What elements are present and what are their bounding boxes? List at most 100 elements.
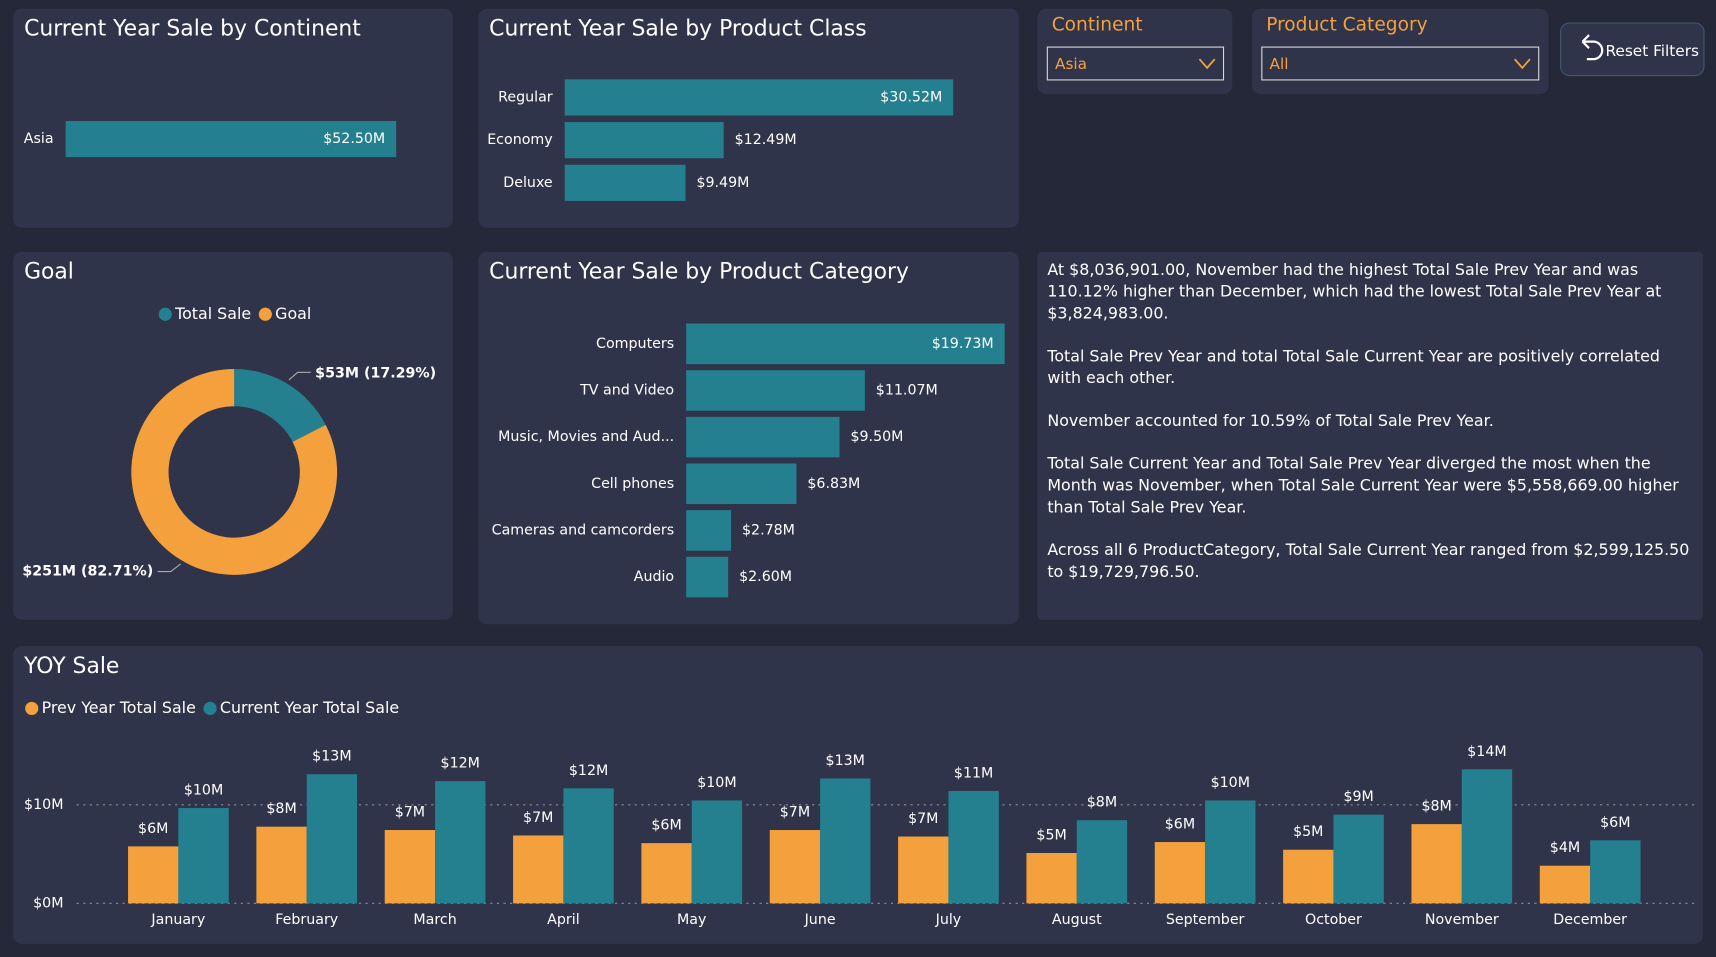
narrative-paragraph: November accounted for 10.59% of Total S… xyxy=(1047,412,1494,431)
data-label: $8M xyxy=(1087,795,1117,811)
donut-slice xyxy=(234,369,326,442)
chart-title: YOY Sale xyxy=(23,654,119,679)
leader-line xyxy=(288,371,311,381)
x-tick-label: April xyxy=(547,912,579,928)
bar xyxy=(1205,800,1256,904)
data-label: $11.07M xyxy=(876,382,938,398)
leader-line xyxy=(157,563,181,573)
dropdown-value: Asia xyxy=(1055,55,1087,73)
x-tick-label: May xyxy=(677,912,706,928)
bar xyxy=(384,830,436,904)
data-label: $9M xyxy=(1343,789,1373,805)
x-tick-label: November xyxy=(1425,912,1499,928)
data-label: $14M xyxy=(1467,744,1506,760)
bar xyxy=(1539,865,1591,904)
category-label: Music, Movies and Aud... xyxy=(498,429,674,445)
bar xyxy=(1411,824,1462,904)
data-label: $11M xyxy=(954,765,993,781)
bar xyxy=(948,791,999,904)
legend-swatch xyxy=(25,701,39,716)
panel xyxy=(13,8,454,228)
data-label: $30.52M xyxy=(880,89,942,105)
slicer-title: Product Category xyxy=(1266,15,1427,36)
dropdown-value: All xyxy=(1269,55,1288,73)
panel xyxy=(1037,251,1703,620)
bar xyxy=(1026,852,1077,904)
legend-swatch xyxy=(158,307,172,321)
chart-title: Goal xyxy=(24,260,74,285)
bar xyxy=(820,778,871,904)
bar xyxy=(686,556,729,598)
data-label: $5M xyxy=(1293,824,1323,840)
bar xyxy=(686,323,1005,365)
bar xyxy=(564,122,724,159)
bar xyxy=(128,846,179,904)
x-tick-label: June xyxy=(804,912,836,928)
legend-label: Current Year Total Sale xyxy=(220,698,399,717)
data-label: $6M xyxy=(138,821,168,837)
bar xyxy=(65,120,397,158)
dropdown[interactable] xyxy=(1261,46,1540,81)
category-label: TV and Video xyxy=(579,382,674,398)
legend-swatch xyxy=(203,701,217,716)
dropdown[interactable] xyxy=(1046,46,1225,81)
reset-button[interactable] xyxy=(1560,22,1705,77)
button-label: Reset Filters xyxy=(1605,42,1699,60)
bar xyxy=(641,843,692,904)
bar xyxy=(1154,842,1206,904)
chart-title: Current Year Sale by Product Class xyxy=(489,17,866,42)
data-label: $7M xyxy=(395,805,425,821)
bar xyxy=(564,164,686,201)
slicer-panel xyxy=(1251,8,1549,95)
category-label: Regular xyxy=(498,89,553,105)
bar xyxy=(435,781,486,904)
category-label: Asia xyxy=(24,131,54,147)
bar xyxy=(1461,769,1513,904)
bar xyxy=(686,463,797,505)
data-label: $12M xyxy=(569,763,608,779)
category-label: Cameras and camcorders xyxy=(492,522,674,538)
data-label: $6M xyxy=(1165,817,1195,833)
x-tick-label: January xyxy=(150,912,205,928)
narrative-paragraph: Total Sale Current Year and Total Sale P… xyxy=(1047,455,1679,517)
y-tick-label: $10M xyxy=(24,797,63,813)
data-label: $7M xyxy=(908,811,938,827)
bar xyxy=(563,788,614,904)
chevron xyxy=(1198,58,1216,70)
bar xyxy=(769,830,821,904)
bar xyxy=(513,835,564,904)
bar xyxy=(898,836,949,904)
y-tick-label: $0M xyxy=(33,895,63,911)
data-label: $12M xyxy=(441,756,480,772)
data-label: $2.60M xyxy=(739,569,792,585)
data-label: $13M xyxy=(312,749,351,765)
x-tick-label: December xyxy=(1553,912,1627,928)
chart-title: Current Year Sale by Continent xyxy=(24,17,361,42)
data-label: $10M xyxy=(184,783,223,799)
data-label: $12.49M xyxy=(735,132,797,148)
bar xyxy=(686,510,732,551)
data-label: $4M xyxy=(1550,840,1580,856)
panel xyxy=(478,8,1019,228)
legend-swatch xyxy=(258,307,272,321)
bar xyxy=(1076,820,1128,904)
x-tick-label: February xyxy=(275,912,338,928)
narrative-paragraph: At $8,036,901.00, November had the highe… xyxy=(1047,261,1662,324)
bar xyxy=(564,79,954,116)
data-label: $13M xyxy=(826,753,865,769)
x-tick-label: August xyxy=(1052,912,1102,928)
reset-icon xyxy=(1581,34,1604,61)
bar xyxy=(1333,814,1384,904)
category-label: Cell phones xyxy=(591,476,674,492)
category-label: Computers xyxy=(596,336,674,352)
bar xyxy=(691,800,743,904)
data-label: $10M xyxy=(697,775,736,791)
data-label: $52.50M xyxy=(323,131,385,147)
bar xyxy=(178,808,229,904)
legend-label: Total Sale xyxy=(174,304,251,323)
data-label: $19.73M xyxy=(932,336,994,352)
bar xyxy=(1283,849,1334,904)
